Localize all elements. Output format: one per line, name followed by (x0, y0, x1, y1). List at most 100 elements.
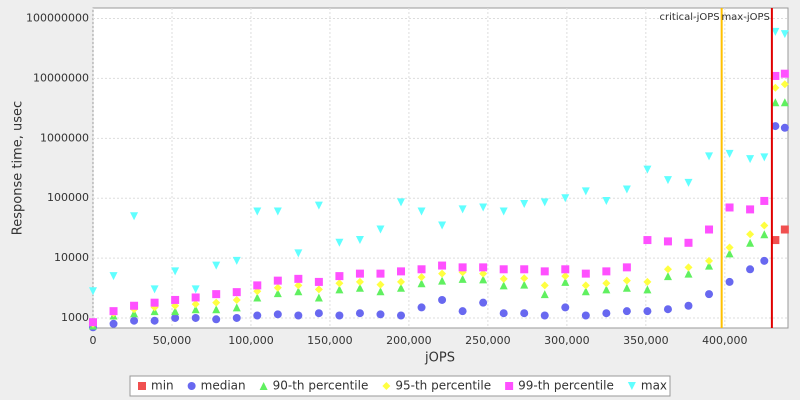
point (417, 273, 426, 282)
point (314, 293, 323, 302)
y-tick-label: 1000 (61, 311, 89, 324)
point (684, 263, 693, 272)
point (643, 307, 652, 316)
point (581, 187, 590, 196)
point (294, 274, 303, 283)
x-tick-label: 200,000 (386, 334, 432, 347)
point (458, 263, 467, 272)
point (171, 313, 180, 322)
point (479, 203, 488, 212)
point (355, 283, 364, 292)
point (130, 212, 139, 221)
y-tick-label: 1000000 (40, 131, 89, 144)
legend-marker (627, 382, 636, 390)
point (417, 279, 426, 288)
point (520, 280, 529, 289)
point (232, 295, 241, 304)
point (438, 261, 447, 270)
x-tick-label: 350,000 (623, 334, 669, 347)
legend-label: median (201, 379, 246, 393)
point (602, 196, 611, 205)
point (253, 311, 262, 320)
point (212, 290, 221, 299)
point (746, 205, 755, 214)
legend-label: 90-th percentile (273, 379, 369, 393)
point (540, 311, 549, 320)
point (540, 281, 549, 290)
point (438, 295, 447, 304)
point (746, 155, 755, 164)
legend-label: 99-th percentile (518, 379, 614, 393)
point (417, 303, 426, 312)
point (780, 30, 789, 39)
point (355, 309, 364, 318)
point (417, 265, 426, 274)
x-tick-label: 250,000 (465, 334, 511, 347)
point (417, 207, 426, 216)
point (760, 221, 769, 230)
point (725, 243, 734, 252)
point (89, 287, 97, 296)
point (253, 293, 262, 302)
point (171, 295, 180, 304)
legend-label: 95-th percentile (395, 379, 491, 393)
point (499, 207, 508, 216)
reference-label: max-jOPS (721, 12, 769, 23)
legend-label: max (641, 379, 667, 393)
point (191, 300, 200, 309)
point (771, 98, 780, 107)
point (109, 272, 118, 281)
point (314, 277, 323, 286)
point (150, 298, 159, 307)
legend-marker (259, 382, 268, 390)
point (355, 269, 364, 278)
point (479, 275, 488, 284)
point (581, 281, 590, 290)
point (294, 249, 303, 258)
point (232, 313, 241, 322)
point (376, 280, 385, 289)
point (458, 205, 467, 214)
point (191, 285, 200, 294)
point (376, 310, 385, 319)
legend-marker (138, 382, 146, 390)
point (397, 267, 406, 276)
point (622, 276, 631, 285)
legend (129, 375, 671, 397)
point (520, 274, 529, 283)
x-axis-title: jOPS (424, 351, 455, 366)
point (397, 277, 406, 286)
point (780, 98, 789, 107)
point (561, 194, 570, 203)
point (771, 236, 780, 245)
legend-label: min (151, 379, 174, 393)
y-tick-label: 10000 (54, 251, 89, 264)
point (663, 272, 672, 281)
point (499, 265, 508, 274)
point (438, 269, 447, 278)
point (581, 269, 590, 278)
x-tick-label: 150,000 (307, 334, 353, 347)
point (212, 261, 221, 270)
point (273, 310, 282, 319)
point (376, 287, 385, 296)
point (725, 149, 734, 158)
point (479, 263, 488, 272)
point (294, 281, 303, 290)
point (760, 153, 769, 162)
x-tick-label: 300,000 (544, 334, 590, 347)
point (130, 309, 139, 318)
point (355, 277, 364, 286)
point (581, 287, 590, 296)
point (253, 281, 262, 290)
point (191, 313, 200, 322)
point (663, 176, 672, 185)
point (335, 311, 344, 320)
point (273, 207, 282, 216)
point (602, 267, 611, 276)
point (376, 269, 385, 278)
legend-marker (187, 382, 196, 390)
point (355, 236, 364, 245)
point (540, 290, 549, 299)
point (109, 319, 118, 328)
